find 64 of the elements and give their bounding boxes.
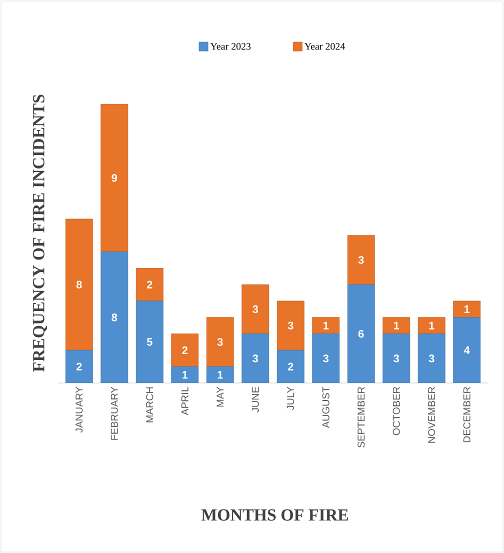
legend-label: Year 2023	[210, 42, 251, 50]
data-label: 3	[252, 305, 258, 314]
bar	[453, 300, 481, 318]
x-tick-label: DECEMBER	[463, 386, 470, 442]
x-tick-label: JUNE	[252, 386, 259, 412]
bar	[100, 104, 128, 252]
data-label: 8	[76, 280, 82, 288]
bar	[382, 317, 410, 334]
bar	[347, 235, 375, 285]
data-label: 1	[464, 305, 470, 313]
bar	[276, 350, 304, 383]
data-label: 2	[182, 346, 188, 354]
data-label: 1	[182, 371, 188, 379]
data-label: 2	[146, 280, 152, 288]
bar	[100, 252, 128, 383]
bar	[312, 317, 340, 334]
x-tick-label: SEPTEMBER	[358, 386, 365, 448]
x-tick-label: JANUARY	[76, 386, 83, 433]
x-tick-label: OCTOBER	[392, 386, 400, 436]
bar	[418, 334, 446, 383]
bar	[312, 334, 340, 383]
bar	[171, 334, 199, 367]
bar	[382, 334, 410, 383]
bar	[206, 366, 234, 383]
x-tick-label: APRIL	[181, 386, 188, 416]
bar	[65, 218, 93, 350]
data-label: 9	[112, 174, 118, 182]
x-tick-label: NOVEMBER	[428, 386, 436, 443]
data-label: 2	[76, 362, 82, 370]
bar	[418, 317, 446, 334]
legend-label: Year 2024	[304, 42, 346, 50]
x-axis-title: MONTHS OF FIRE	[201, 509, 348, 521]
data-label: 6	[358, 330, 364, 338]
bar	[347, 284, 375, 383]
bar	[242, 284, 270, 334]
data-label: 3	[217, 338, 223, 346]
data-label: 1	[218, 371, 223, 379]
x-tick-label: MAY	[216, 386, 224, 407]
data-label: 3	[252, 354, 258, 362]
bar	[65, 350, 93, 383]
data-label: 1	[324, 322, 329, 330]
data-label: 1	[394, 322, 400, 330]
x-tick-label: FEBRUARY	[110, 386, 118, 440]
data-label: 1	[429, 322, 434, 330]
bar	[206, 317, 234, 367]
data-label: 4	[464, 346, 470, 354]
bar	[242, 334, 270, 383]
data-label: 3	[428, 354, 434, 362]
bar	[276, 300, 304, 350]
data-label: 5	[146, 338, 152, 346]
bar	[453, 317, 481, 383]
data-label: 3	[323, 354, 329, 362]
data-label: 2	[288, 362, 294, 370]
x-tick-label: AUGUST	[322, 386, 330, 428]
bar	[171, 366, 199, 383]
y-axis-title: FREQUENCY OF FIRE INCIDENTS	[33, 94, 47, 372]
bar	[136, 268, 164, 302]
x-tick-label: MARCH	[146, 387, 154, 422]
x-tick-label: JULY	[287, 386, 294, 410]
bar	[136, 300, 164, 383]
data-label: 8	[112, 314, 118, 322]
data-label: 3	[288, 322, 294, 330]
data-label: 3	[358, 256, 364, 264]
data-label: 3	[394, 354, 400, 362]
